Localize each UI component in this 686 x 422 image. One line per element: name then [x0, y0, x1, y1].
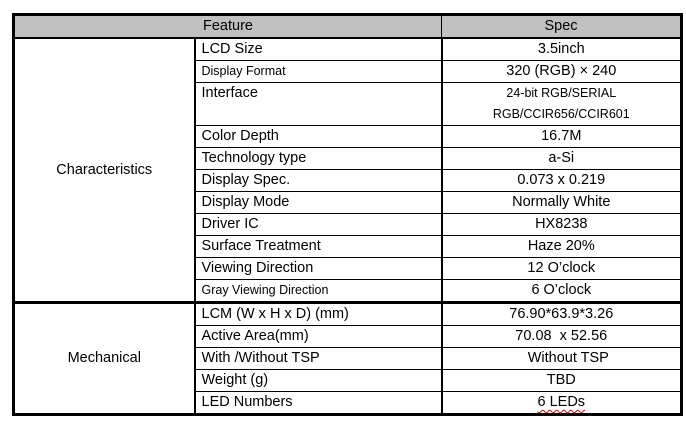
spec-cell: 12 O’clock [441, 257, 683, 280]
table-row: Characteristics LCD Size 3.5inch [13, 37, 683, 303]
group-mechanical: Mechanical [13, 301, 196, 415]
feature-cell: Display Mode [193, 191, 443, 214]
feature-cell: Display Format [193, 60, 443, 83]
feature-cell: With /Without TSP [193, 347, 443, 370]
table-row: Driver IC HX8238 [14, 213, 683, 236]
header-spec: Spec [441, 14, 683, 39]
spec-cell: a-Si [441, 147, 683, 170]
header-feature: Feature [12, 14, 443, 39]
header-row: Feature Spec [12, 14, 683, 39]
feature-cell: Color Depth [193, 125, 443, 148]
spec-cell: Normally White [441, 191, 683, 214]
spec-cell: 320 (RGB) × 240 [441, 60, 683, 83]
table-row: Surface Treatment Haze 20% [14, 235, 683, 258]
feature-cell: LED Numbers [193, 391, 443, 415]
table-row: Gray Viewing Direction 6 O’clock [14, 279, 683, 303]
group-characteristics: Characteristics [13, 37, 196, 303]
feature-cell: LCD Size [193, 37, 443, 61]
spec-cell: 70.08 x 52.56 [441, 325, 683, 348]
spec-cell: 6 LEDs [441, 391, 683, 415]
spec-cell: 6 O’clock [441, 279, 683, 303]
table-row: Weight (g) TBD [14, 369, 683, 392]
table-row: Color Depth 16.7M [14, 125, 683, 148]
feature-cell: LCM (W x H x D) (mm) [193, 301, 443, 326]
spell-check-mark: 6 LEDs [537, 394, 586, 410]
spec-cell: 24-bit RGB/SERIAL [441, 82, 683, 104]
spec-cell: HX8238 [441, 213, 683, 236]
feature-cell: Gray Viewing Direction [193, 279, 443, 303]
spec-cell: 0.073 x 0.219 [441, 169, 683, 192]
spec-cell: TBD [441, 369, 683, 392]
spec-cell: RGB/CCIR656/CCIR601 [441, 104, 683, 126]
feature-cell: Driver IC [193, 213, 443, 236]
feature-cell: Surface Treatment [193, 235, 443, 258]
feature-cell: Viewing Direction [193, 257, 443, 280]
table-row: Viewing Direction 12 O’clock [14, 257, 683, 280]
spec-cell: 3.5inch [441, 37, 683, 61]
spec-cell: Haze 20% [441, 235, 683, 258]
table-row: Display Mode Normally White [14, 191, 683, 214]
spec-cell: Without TSP [441, 347, 683, 370]
table-row: Active Area(mm) 70.08 x 52.56 [14, 325, 683, 348]
table-row: LED Numbers 6 LEDs [14, 391, 683, 415]
feature-cell: Weight (g) [193, 369, 443, 392]
feature-cell: Active Area(mm) [193, 325, 443, 348]
feature-cell: Interface [193, 82, 443, 126]
spec-table: Feature Spec Characteristics LCD Size 3.… [12, 13, 684, 416]
spec-cell: 16.7M [441, 125, 683, 148]
feature-cell: Display Spec. [193, 169, 443, 192]
table-row: With /Without TSP Without TSP [14, 347, 683, 370]
feature-cell: Technology type [193, 147, 443, 170]
table-row: Display Spec. 0.073 x 0.219 [14, 169, 683, 192]
table-row: Mechanical LCM (W x H x D) (mm) 76.90*63… [13, 301, 683, 415]
table-row: Display Format 320 (RGB) × 240 [14, 60, 683, 83]
spec-cell: 76.90*63.9*3.26 [441, 301, 683, 326]
